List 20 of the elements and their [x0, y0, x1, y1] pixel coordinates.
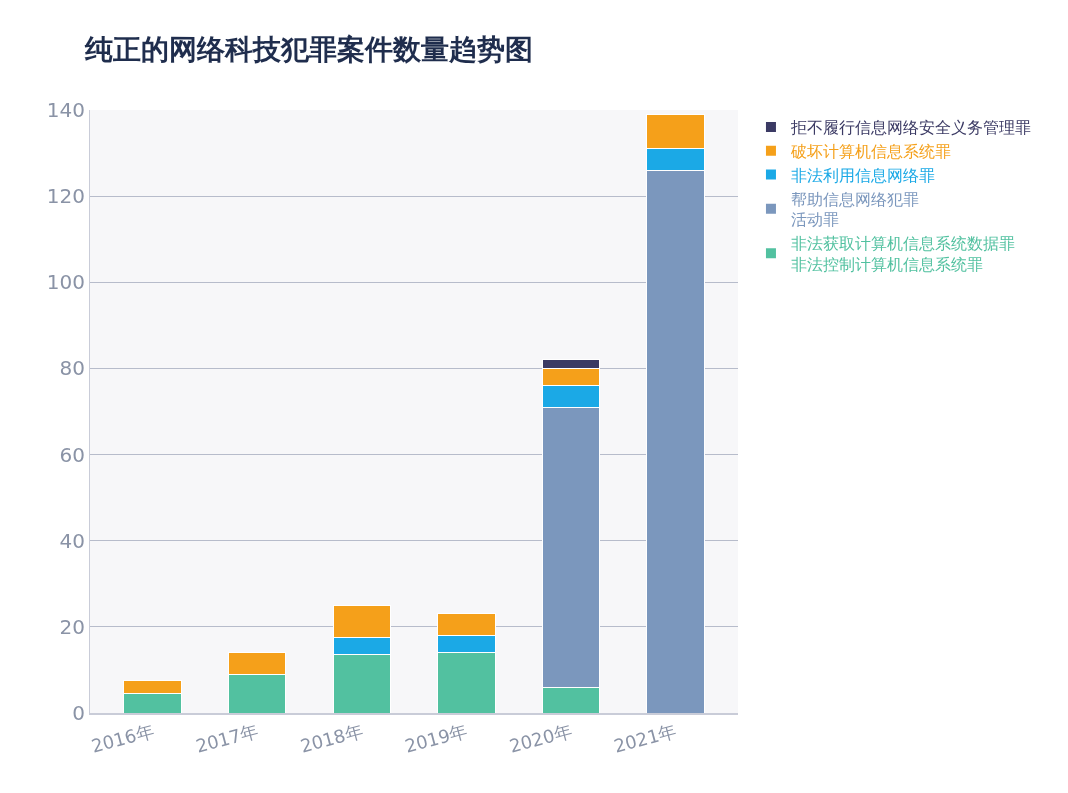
y-tick-label: 20: [59, 614, 85, 639]
legend-label: 帮助信息网络犯罪活动罪: [790, 189, 919, 230]
x-tick-label: 2017年: [193, 719, 261, 757]
y-tick-label: 60: [59, 442, 85, 467]
x-tick-label: 2019年: [402, 719, 470, 757]
legend-label: 拒不履行信息网络安全义务管理罪: [789, 118, 1031, 138]
y-tick-label: 40: [59, 528, 85, 553]
x-tick-label: 2018年: [298, 719, 366, 757]
x-tick-label: 2016年: [89, 719, 157, 757]
legend-label: 破坏计算机信息系统罪: [789, 141, 951, 161]
y-tick-label: 100: [46, 270, 85, 295]
x-tick-label: 2021年: [611, 719, 679, 757]
legend-label: 非法获取计算机信息系统数据罪非法控制计算机信息系统罪: [790, 234, 1015, 274]
y-tick-label: 140: [46, 98, 85, 122]
chart-title: 纯正的网络科技犯罪案件数量趋势图: [84, 33, 534, 67]
legend-label: 非法利用信息网络罪: [790, 165, 935, 185]
y-tick-label: 120: [46, 184, 85, 209]
x-tick-label: 2020年: [507, 719, 575, 757]
y-tick-label: 80: [59, 356, 85, 381]
y-tick-label: 0: [72, 701, 85, 725]
